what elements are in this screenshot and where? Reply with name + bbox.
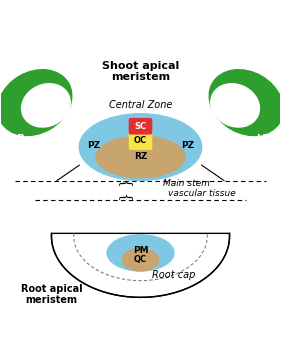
Ellipse shape [79,114,202,180]
Ellipse shape [107,235,174,271]
Text: Shoot apical
meristem: Shoot apical meristem [102,61,179,82]
Text: {: { [117,179,131,188]
Text: SC: SC [134,122,147,131]
Text: RZ: RZ [134,152,147,161]
Ellipse shape [123,249,158,271]
Ellipse shape [0,70,72,135]
Text: Central Zone: Central Zone [109,100,172,109]
Text: Root cap: Root cap [152,270,196,280]
Ellipse shape [211,84,259,127]
Text: PZ: PZ [87,141,100,150]
Text: PM: PM [133,245,148,255]
Text: Main stem: Main stem [163,179,210,188]
FancyBboxPatch shape [129,131,152,149]
Text: LP: LP [256,134,269,144]
Ellipse shape [96,136,185,178]
Ellipse shape [22,84,70,127]
FancyBboxPatch shape [129,119,152,134]
Text: LP: LP [12,134,25,144]
Text: PZ: PZ [181,141,194,150]
Polygon shape [51,233,230,297]
Ellipse shape [209,70,281,135]
Text: vascular tissue: vascular tissue [168,188,236,197]
Text: Root apical
meristem: Root apical meristem [21,284,82,305]
Text: QC: QC [134,255,147,264]
Text: OC: OC [134,136,147,145]
Text: {: { [117,193,131,202]
